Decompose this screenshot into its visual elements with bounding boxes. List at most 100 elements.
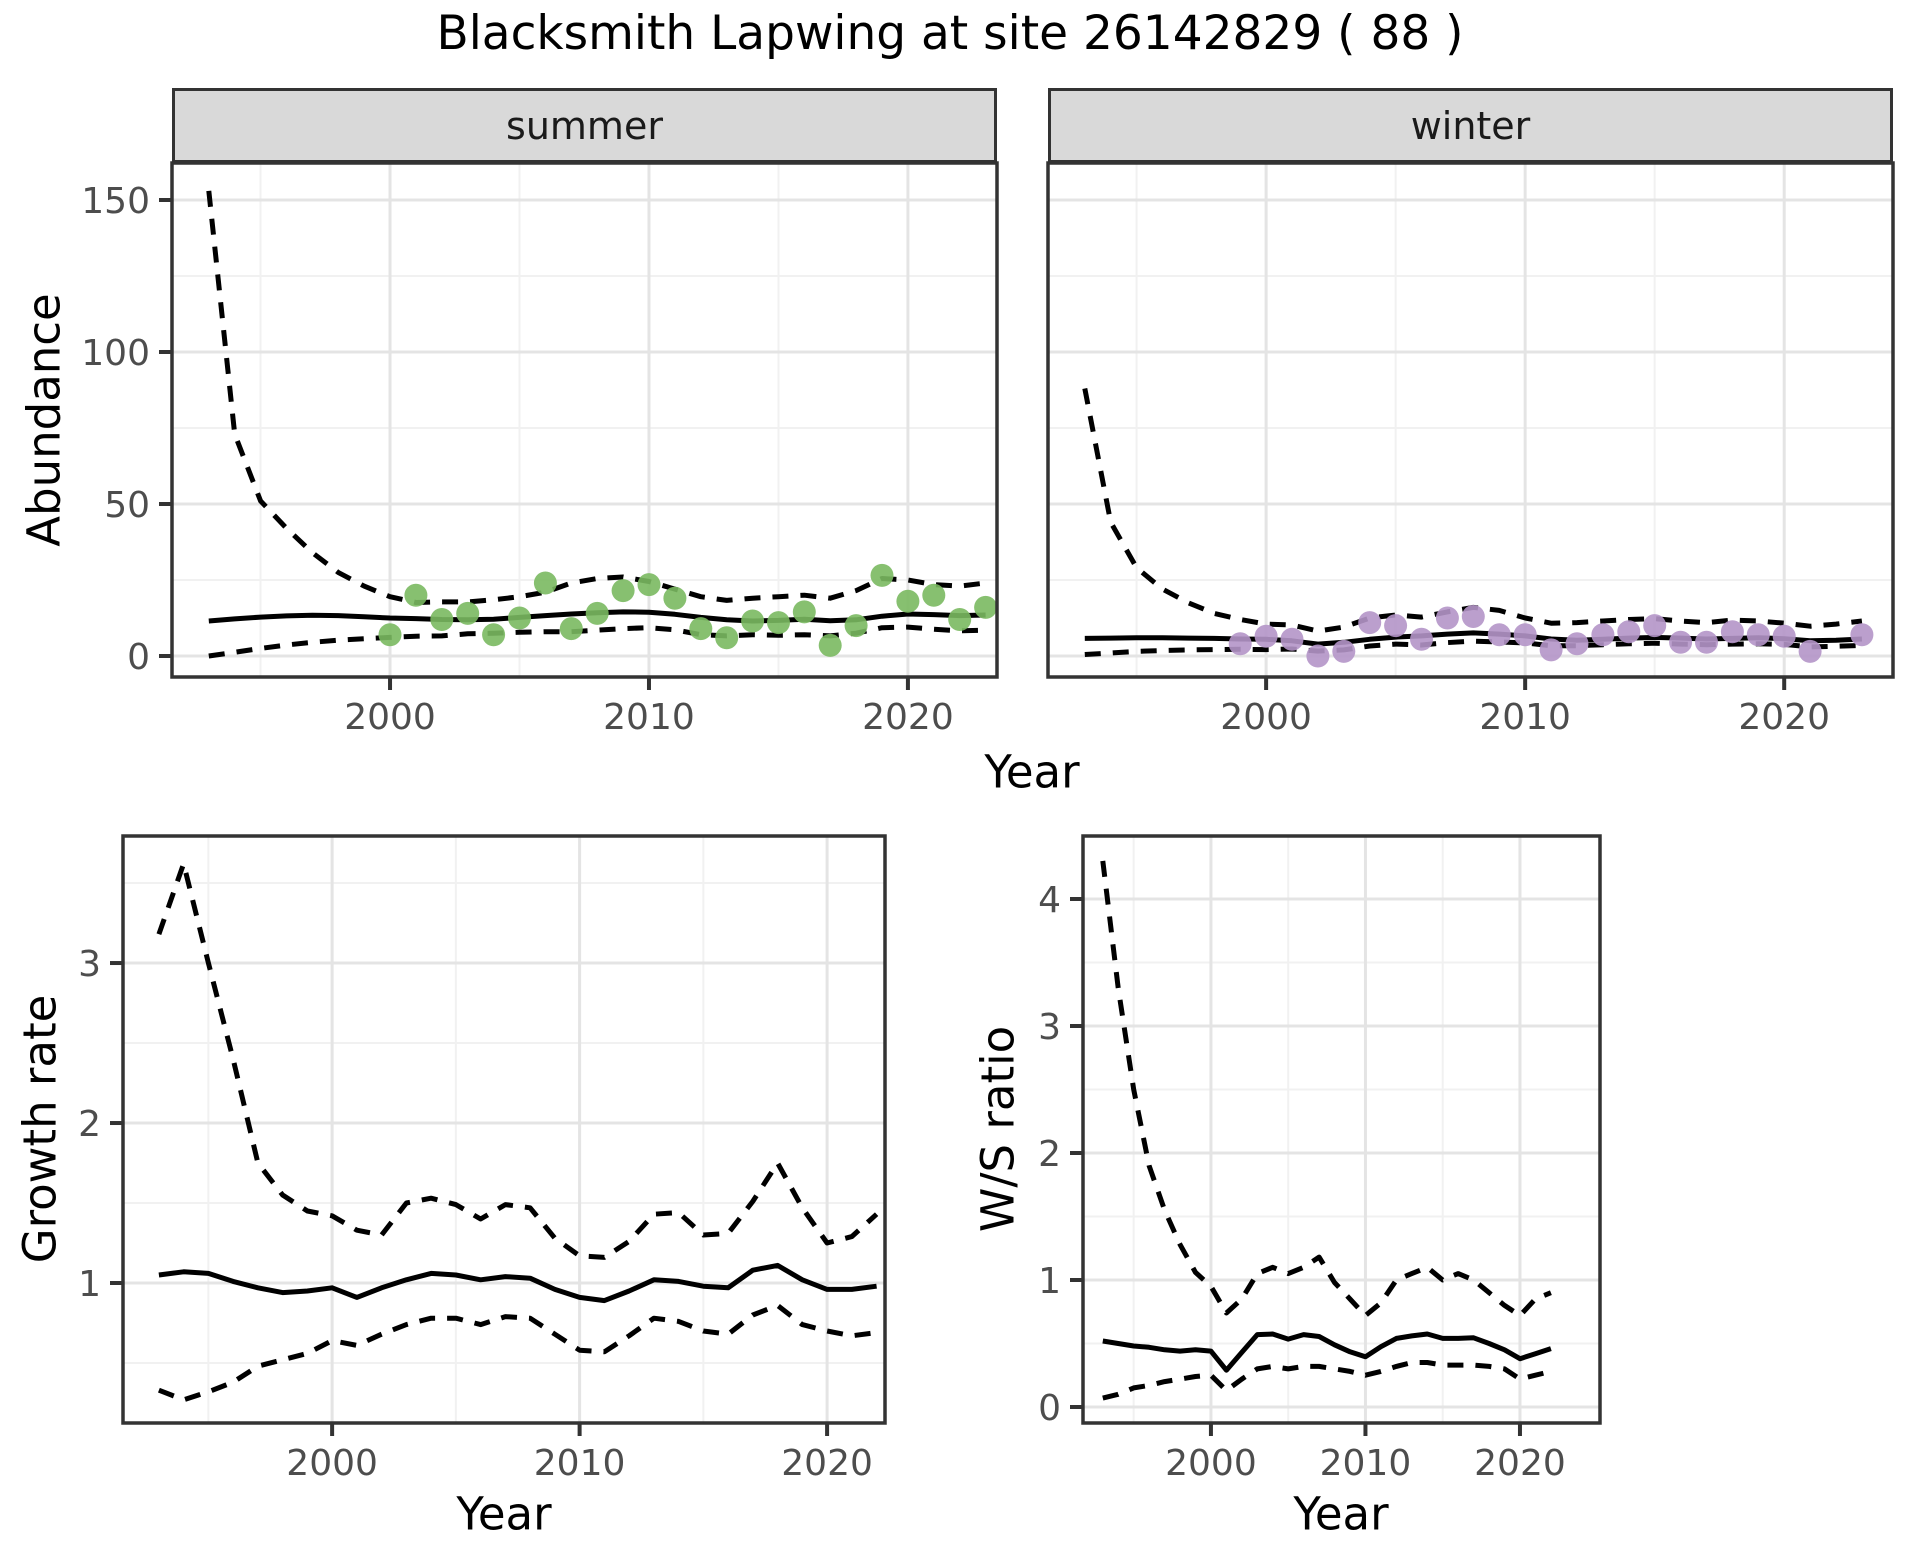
data-point [1772,624,1796,648]
y-axis-title-growth-rate: Growth rate [13,994,67,1264]
x-tick-label: 2020 [1738,697,1830,738]
points-abundance_winter [1228,605,1874,668]
figure-title: Blacksmith Lapwing at site 26142829 ( 88… [436,6,1464,61]
data-point [1513,623,1537,647]
data-point [741,609,765,633]
data-point [430,608,454,631]
x-tick-label: 2020 [781,1443,873,1484]
data-point [1280,627,1304,651]
facet-strip-summer: summer [172,88,997,163]
panel-ws_ratio: 2000 2010 2020 0 1 2 3 4 [1038,834,1602,1484]
data-point [611,579,635,603]
data-point [1539,638,1563,662]
data-point [1798,639,1822,663]
data-point [1591,623,1615,647]
data-point [1695,630,1718,654]
data-point [1487,623,1511,647]
data-point [1461,605,1485,628]
x-tick-label: 2000 [286,1443,378,1484]
lower_ci-line [157,1302,877,1403]
x-tick-label: 2010 [1479,697,1571,738]
data-point [533,571,557,595]
panel-border [1081,834,1602,1425]
lower_ci-line [1084,638,1862,657]
median-line [1102,1331,1552,1373]
x-tick-label: 2020 [862,697,954,738]
x-axis-title-year-bottom-right: Year [1293,1487,1389,1541]
facet-strip-winter: winter [1048,88,1893,163]
data-point [844,614,868,638]
data-point [559,617,583,641]
data-point [896,589,920,613]
y-tick-label: 1 [1038,1261,1061,1302]
x-tick-label: 2020 [1474,1443,1566,1484]
y-tick-label: 0 [1038,1388,1061,1429]
y-tick-label: 0 [127,637,150,678]
facet-strip-summer-label: summer [506,103,663,148]
y-tick-label: 100 [81,333,150,374]
x-tick-label: 2000 [344,697,436,738]
y-tick-label: 3 [78,944,101,985]
data-point [818,633,842,657]
y-tick-label: 2 [1038,1134,1061,1175]
x-axis-title-year-bottom-left: Year [456,1487,552,1541]
data-point [404,583,428,607]
panel-background [123,836,885,1423]
data-point [974,595,998,619]
panel-background [1048,163,1893,677]
data-point [1720,620,1744,644]
data-point [792,600,816,624]
data-point [870,563,894,587]
y-tick-label: 4 [1038,880,1061,921]
data-point [378,623,402,647]
data-point [922,583,946,607]
median-line [158,1262,877,1304]
data-point [1643,614,1667,638]
data-point [1617,620,1641,644]
data-point [1228,632,1252,656]
data-point [482,623,506,647]
data-point [508,606,531,630]
y-tick-label: 3 [1038,1007,1061,1048]
data-point [637,573,661,597]
x-tick-label: 2000 [1220,697,1312,738]
data-point [1306,644,1330,668]
data-point [1850,623,1874,647]
y-axis-title-ws-ratio: W/S ratio [971,1025,1025,1233]
data-point [689,617,713,641]
y-axis-title-abundance: Abundance [17,293,71,547]
panel-background [1083,836,1600,1423]
x-tick-label: 2000 [1165,1443,1257,1484]
panel-border [170,161,999,679]
x-tick-label: 2010 [1320,1443,1412,1484]
data-point [1358,611,1382,635]
panel-growth_rate: 2000 2010 2020 1 2 3 [78,834,887,1484]
data-point [456,601,480,625]
data-point [1410,627,1433,651]
data-point [1746,623,1770,647]
data-point [715,626,739,650]
upper_ci-line [206,190,986,605]
data-point [1435,606,1459,630]
panel-border [1046,161,1895,679]
facet-strip-winter-label: winter [1410,103,1531,148]
data-point [663,586,687,610]
data-point [1384,614,1408,638]
x-tick-label: 2010 [534,1443,626,1484]
y-tick-label: 150 [81,181,150,222]
data-point [585,601,609,625]
data-point [1254,624,1278,648]
points-abundance_summer [378,563,998,657]
y-tick-label: 2 [78,1104,101,1145]
data-point [948,608,972,631]
lower_ci-line [1102,1360,1552,1401]
x-axis-title-year-top: Year [984,745,1080,799]
data-point [1332,639,1356,663]
data-point [1669,630,1693,654]
y-tick-label: 1 [78,1264,101,1305]
panel-background [172,163,997,677]
data-point [767,611,790,635]
panel-abundance_winter: 2000 2010 2020 [1046,161,1895,738]
